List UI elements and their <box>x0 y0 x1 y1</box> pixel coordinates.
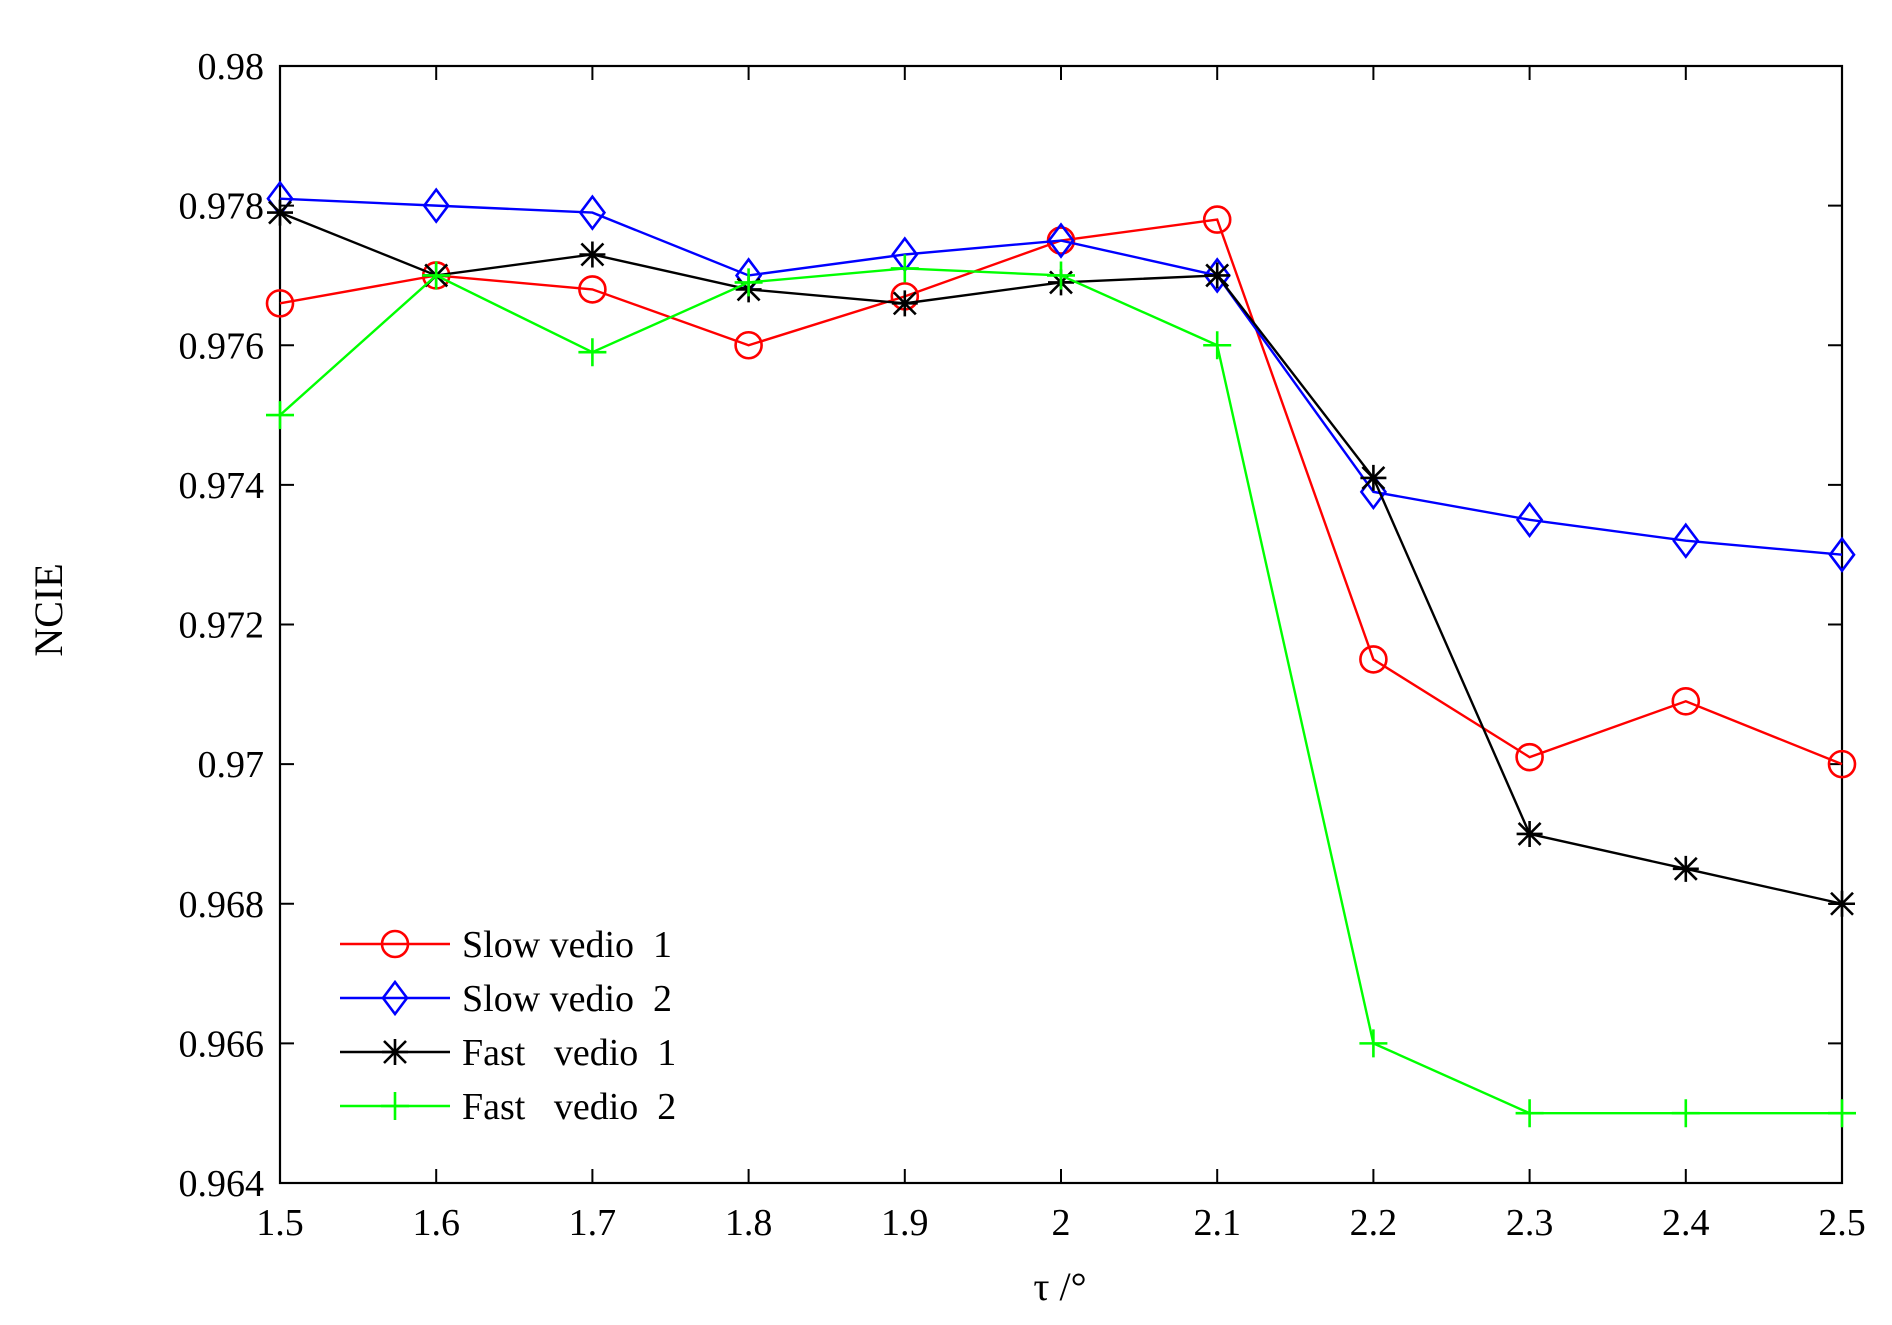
legend-marker <box>381 979 409 1017</box>
data-point <box>578 194 607 231</box>
x-tick-label: 1.6 <box>412 1202 460 1244</box>
data-point <box>1047 261 1075 290</box>
data-point <box>1515 742 1544 772</box>
data-point <box>266 401 294 430</box>
data-point <box>1671 686 1701 716</box>
y-tick-label: 0.976 <box>179 325 265 367</box>
x-tick-label: 2.5 <box>1818 1202 1866 1244</box>
x-tick-label: 1.8 <box>725 1202 773 1244</box>
x-tick-label: 2.2 <box>1350 1202 1398 1244</box>
data-point <box>1672 522 1700 559</box>
data-point <box>267 199 293 226</box>
x-tick-label: 2.1 <box>1193 1202 1241 1244</box>
y-tick-label: 0.97 <box>198 744 265 786</box>
data-point <box>1672 855 1699 882</box>
data-point <box>578 338 607 367</box>
y-tick-label: 0.968 <box>179 884 265 926</box>
data-point <box>422 187 450 224</box>
y-axis-title: NCIE <box>26 563 71 656</box>
y-tick-label: 0.978 <box>179 186 265 228</box>
legend-entry: Slow vedio 2 <box>340 978 672 1020</box>
x-tick-label: 2.3 <box>1506 1202 1554 1244</box>
data-point <box>265 289 295 318</box>
data-point <box>1515 1099 1544 1128</box>
data-point <box>422 261 451 290</box>
y-tick-label: 0.966 <box>179 1023 265 1065</box>
data-point <box>1360 464 1387 491</box>
data-point <box>1047 222 1075 259</box>
x-tick-label: 2.4 <box>1662 1202 1710 1244</box>
x-tick-label: 1.7 <box>569 1202 617 1244</box>
data-point <box>1515 501 1544 538</box>
y-tick-label: 0.98 <box>198 46 265 88</box>
legend: Slow vedio 1 Slow vedio 2 Fast vedio 1 Fast… <box>340 924 676 1128</box>
data-point <box>1359 645 1388 674</box>
x-tick-label: 1.5 <box>256 1202 304 1244</box>
data-point <box>891 290 918 317</box>
data-point <box>1827 749 1857 779</box>
legend-label: Fast vedio 2 <box>462 1086 676 1128</box>
x-tick-label: 1.9 <box>881 1202 929 1244</box>
data-point <box>1671 1099 1700 1128</box>
legend-entry: Fast vedio 1 <box>340 1032 676 1074</box>
data-point <box>1202 205 1232 234</box>
x-axis-title: τ /° <box>1033 1264 1086 1309</box>
data-point <box>1828 536 1856 573</box>
legend-label: Slow vedio 1 <box>462 924 672 966</box>
data-point <box>734 330 763 360</box>
y-tick-label: 0.974 <box>179 465 265 507</box>
data-point <box>1828 1099 1856 1128</box>
legend-label: Slow vedio 2 <box>462 978 672 1020</box>
legend-marker <box>381 1092 409 1120</box>
y-tick-label: 0.964 <box>179 1163 265 1205</box>
legend-entry: Fast vedio 2 <box>340 1086 676 1128</box>
series-4 <box>266 254 1856 1128</box>
data-point <box>1203 331 1232 360</box>
legend-entry: Slow vedio 1 <box>340 924 672 966</box>
data-point <box>734 268 763 297</box>
data-point <box>1204 262 1231 289</box>
data-point <box>579 241 606 268</box>
data-point <box>1516 820 1543 847</box>
x-tick-label: 2 <box>1052 1202 1071 1244</box>
data-point <box>1829 890 1855 917</box>
series-line <box>279 197 1843 556</box>
legend-marker <box>380 929 410 959</box>
legend-marker <box>382 1039 408 1065</box>
y-tick-label: 0.972 <box>179 605 265 647</box>
data-point <box>890 254 919 283</box>
legend-label: Fast vedio 1 <box>462 1032 676 1074</box>
plot-area: 1.5 1.6 1.7 1.8 1.9 2 2.1 2.2 2.3 2.4 2.5 0.964 0.96… <box>179 46 1866 1244</box>
data-point <box>1203 257 1231 294</box>
data-point <box>578 275 607 304</box>
data-point <box>1359 1029 1388 1058</box>
